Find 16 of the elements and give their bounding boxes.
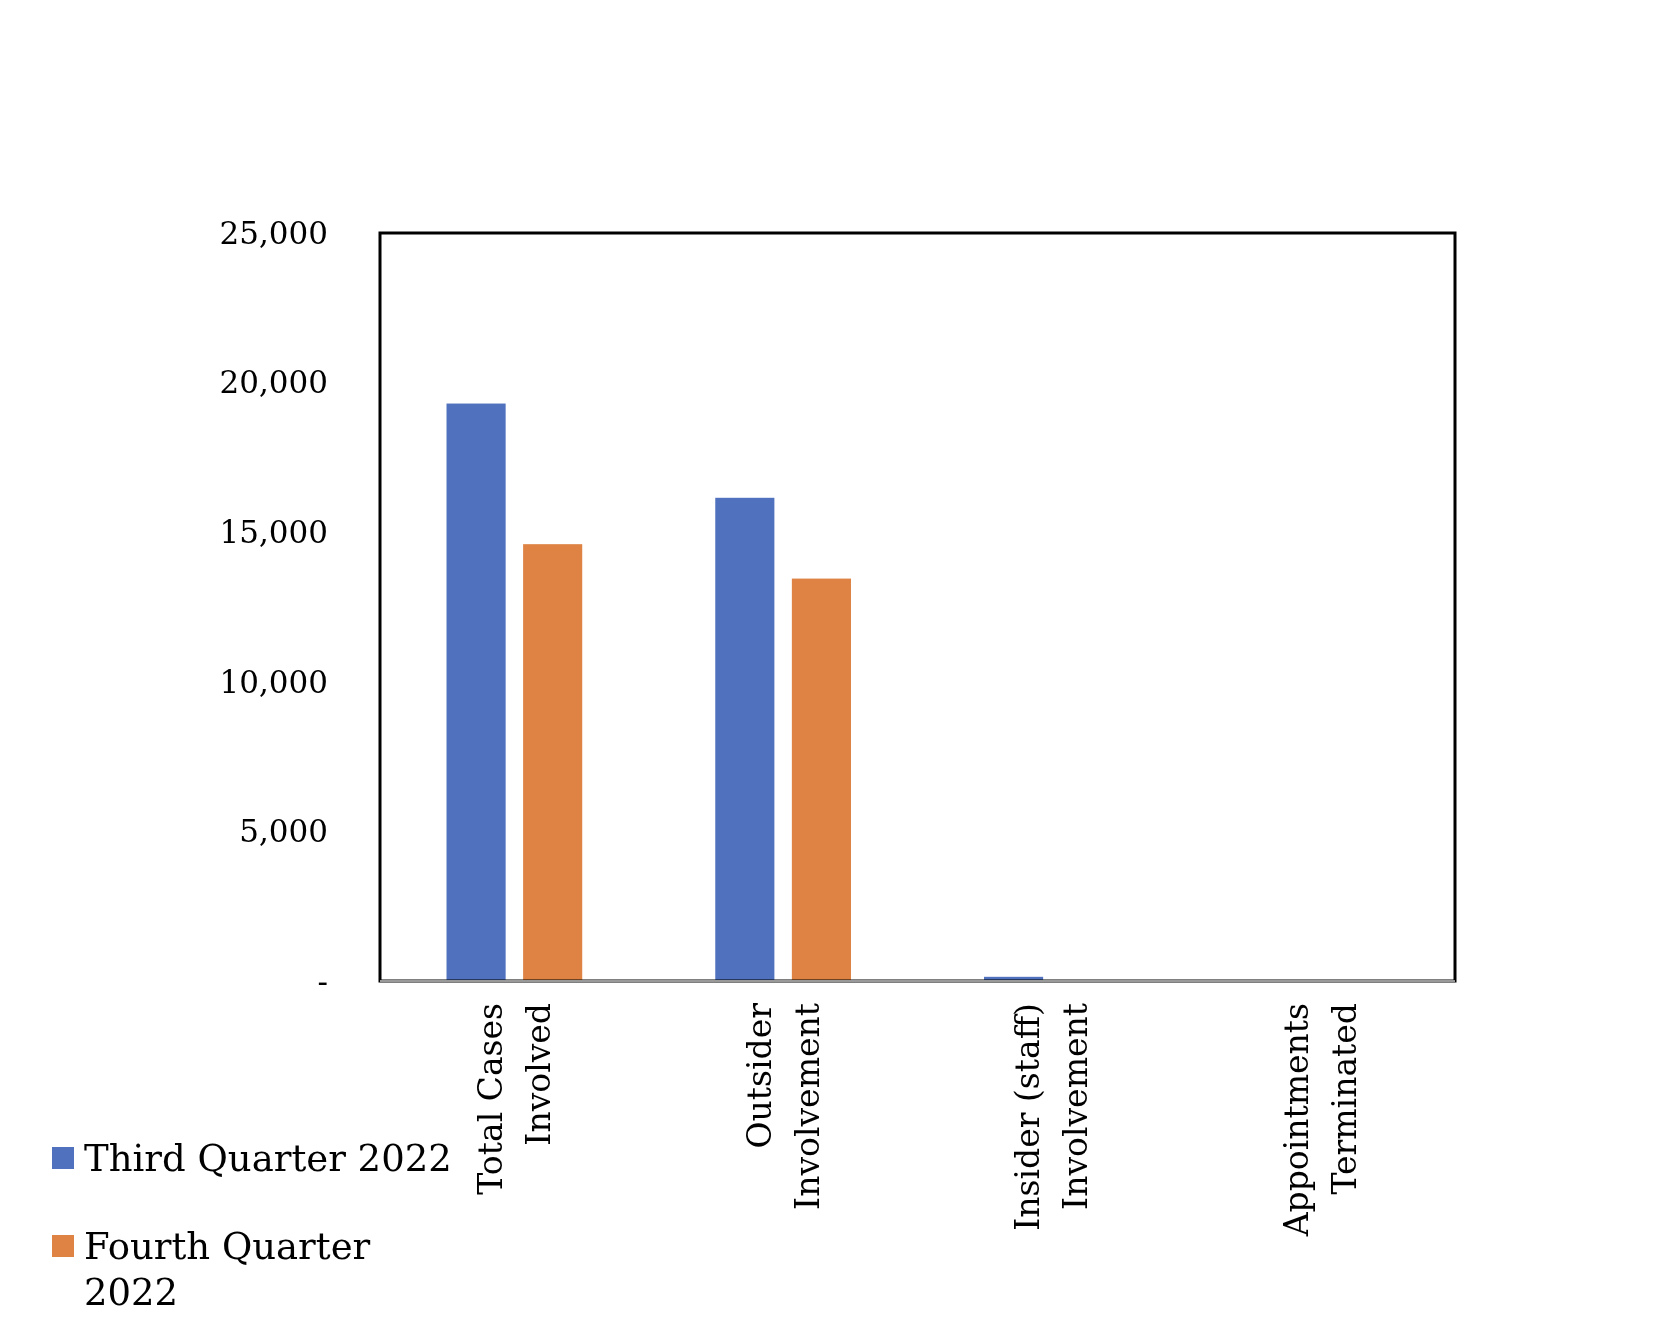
bar — [791, 578, 851, 981]
x-tick-label: Appointments Terminated — [1277, 1003, 1365, 1238]
y-tick-label: 20,000 — [219, 364, 328, 401]
y-tick-label: - — [317, 962, 328, 999]
x-tick-label: Insider (staff) Involvement — [1008, 1003, 1096, 1231]
y-tick-label: 25,000 — [219, 214, 328, 251]
y-tick-label: 15,000 — [219, 514, 328, 551]
legend-label: Third Quarter 2022 — [84, 1136, 452, 1180]
bar — [523, 544, 583, 981]
y-tick-label: 5,000 — [239, 813, 328, 850]
x-tick-label: Outsider Involvement — [739, 1002, 827, 1210]
bar — [446, 403, 506, 981]
x-tick-label: Total Cases Involved — [470, 1003, 558, 1195]
legend-label: Fourth Quarter 2022 — [84, 1224, 371, 1314]
y-tick-label: 10,000 — [219, 663, 328, 700]
bar — [715, 497, 775, 981]
